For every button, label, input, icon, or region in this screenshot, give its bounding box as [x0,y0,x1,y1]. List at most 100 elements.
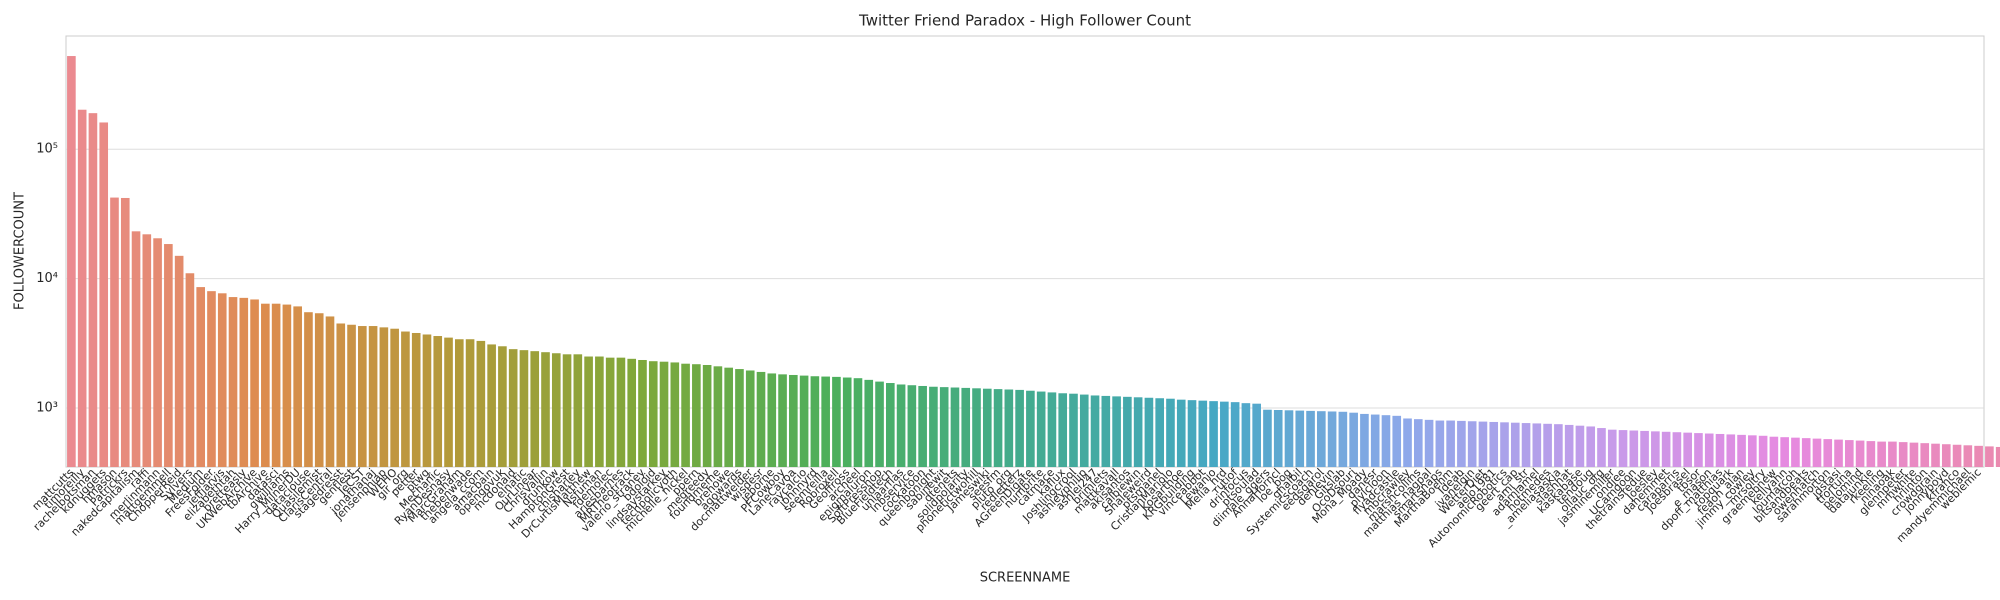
bar [1069,393,1078,467]
bar [541,352,550,467]
bar [1209,401,1218,467]
bar [1920,443,1930,467]
bar [1123,396,1132,467]
bar [1273,410,1283,467]
bar [1564,424,1574,467]
bar [1877,441,1886,467]
bar [875,381,884,467]
bar [638,359,647,467]
bar [907,385,917,467]
x-axis-label: SCREENNAME [980,571,1071,586]
bar [670,362,680,467]
bar [530,351,540,467]
bar [1166,398,1175,467]
bar [1726,434,1736,467]
bar [1058,393,1068,467]
bar [261,303,270,467]
bar [164,244,173,467]
bar [1748,435,1757,467]
bar [1995,446,2000,467]
bar [401,331,410,467]
bar [961,387,971,467]
bar [1284,410,1294,467]
bar [842,377,852,467]
bar [228,297,238,467]
bar [1866,441,1876,467]
bar [1360,413,1369,467]
bar [1575,425,1585,467]
bar [336,323,346,467]
bar [1198,400,1208,467]
bar [1834,439,1843,467]
bar [1306,410,1315,467]
bar [1510,422,1520,467]
bar [174,255,184,467]
bar [724,367,733,467]
bar [282,304,292,467]
bar [1758,435,1768,467]
bar [1317,411,1326,467]
bar [810,376,820,467]
bar [1381,415,1391,467]
bar [1457,420,1466,467]
bar [454,339,464,467]
bar [390,328,399,467]
bar [196,287,206,467]
y-tick-label: 10³ [36,401,58,416]
bar [681,363,690,467]
bar [1855,440,1865,467]
bar [325,316,335,467]
bar [1144,397,1154,467]
bar [1176,399,1186,467]
bar [1661,431,1671,467]
bar [498,346,507,467]
bar [217,293,227,467]
bar [713,366,723,467]
bar [778,374,787,467]
bar [1015,389,1024,467]
bar [929,386,938,467]
bar [1618,430,1628,467]
bar [1424,419,1434,467]
bar [659,361,669,467]
bar [972,388,981,467]
bar [939,387,949,467]
bar [1941,444,1951,467]
bar [789,374,798,467]
bar [1532,423,1542,467]
bar [1155,398,1165,467]
bar [821,376,830,467]
bar [1295,410,1305,467]
bar [1963,445,1973,467]
bar [950,387,960,467]
bar [627,358,637,467]
bar [1909,442,1919,467]
bar [1521,423,1531,467]
bar [358,326,367,467]
bar [142,234,152,467]
bar [702,364,712,467]
bar [756,371,766,467]
bar [411,332,421,467]
bar [1263,409,1272,467]
bar [1931,443,1940,467]
bar [1823,439,1833,467]
bar [1338,411,1348,467]
bar [487,344,496,467]
bar [1090,395,1100,467]
bar [1985,446,1994,467]
y-axis-label: FOLLOWERCOUNT [13,192,28,310]
bar [832,376,841,467]
bar [562,354,572,467]
y-tick-label: 10⁴ [36,271,58,286]
bar [476,340,486,467]
bar [1079,394,1089,467]
bar [1629,430,1639,467]
bar [551,353,561,467]
bar [433,336,443,467]
bar [1435,420,1445,467]
bar [120,197,130,467]
bar [77,109,87,467]
bar [1640,430,1649,467]
